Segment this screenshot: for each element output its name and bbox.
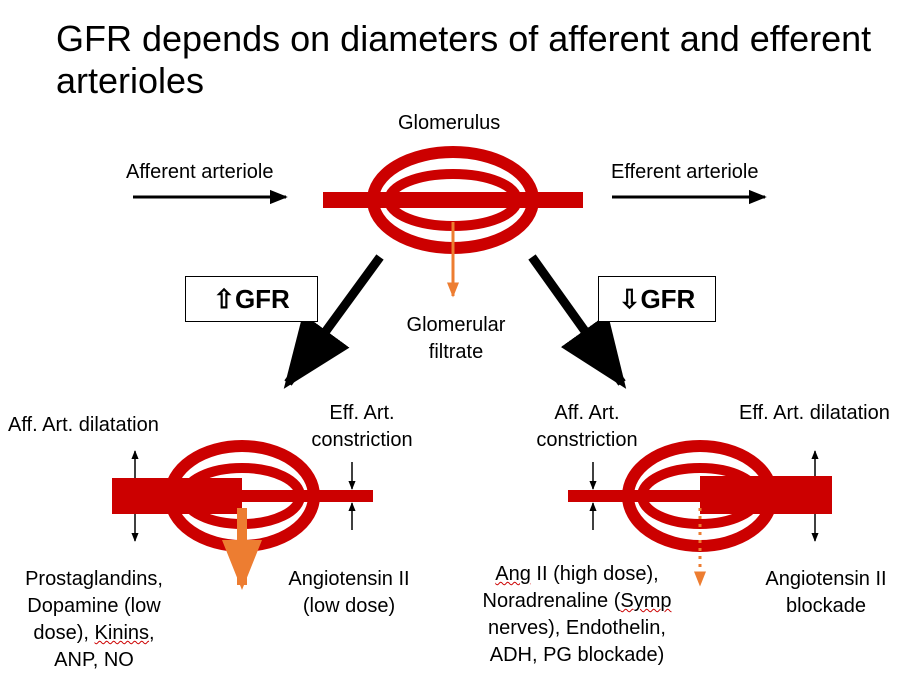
right-eff-causes-line-1: Angiotensin II (765, 568, 887, 590)
filtrate-line-1: Glomerular (406, 314, 506, 336)
left-eff-causes: Angiotensin II (low dose) (270, 566, 428, 620)
left-aff-dilatation-label: Aff. Art. dilatation (8, 414, 159, 436)
left-eff-line-1: Eff. Art. (329, 402, 395, 424)
right-eff-causes-line-2: blockade (785, 595, 867, 617)
left-causes-line-4: ANP, NO (54, 649, 134, 671)
left-aff-causes: Prostaglandins, Dopamine (low dose), Kin… (4, 566, 184, 674)
top-vessel (323, 192, 583, 208)
left-eff-constriction-label: Eff. Art. constriction (300, 400, 424, 454)
left-causes-comma: , (149, 622, 155, 644)
left-causes-dose: dose), (33, 622, 95, 644)
glomerulus-label: Glomerulus (398, 112, 501, 134)
left-causes-line-3: dose), Kinins, (4, 620, 184, 647)
efferent-arteriole-label: Efferent arteriole (611, 161, 759, 183)
right-causes-line-1: Ang II (high dose), (460, 561, 694, 588)
decrease-gfr-arrow (528, 254, 627, 389)
right-eff-dilatation-label: Eff. Art. dilatation (739, 402, 890, 424)
right-causes-line-3: nerves), Endothelin, (488, 617, 666, 639)
left-eff-causes-line-1: Angiotensin II (288, 568, 410, 590)
decrease-gfr-box: ⇩GFR (598, 276, 716, 322)
filtrate-line-2: filtrate (428, 341, 484, 363)
right-glomerulus (568, 440, 832, 552)
left-eff-line-2: constriction (311, 429, 413, 451)
right-aff-constriction-label: Aff. Art. constriction (523, 400, 651, 454)
right-aff-line-2: constriction (536, 429, 638, 451)
glomerular-filtrate-label: Glomerular filtrate (385, 312, 527, 366)
right-aff-vessel (568, 490, 702, 502)
right-aff-causes: Ang II (high dose), Noradrenaline (Symp … (460, 561, 694, 669)
left-causes-kinins: Kinins (94, 622, 150, 644)
right-causes-line-2: Noradrenaline (Symp (460, 588, 694, 615)
right-causes-symp: Symp (620, 590, 672, 612)
right-causes-line-4: ADH, PG blockade) (489, 644, 665, 666)
right-causes-noradrenaline: Noradrenaline ( (482, 590, 621, 612)
slide-title: GFR depends on diameters of afferent and… (56, 18, 872, 101)
right-eff-causes: Angiotensin II blockade (750, 566, 902, 620)
afferent-arteriole-label: Afferent arteriole (126, 161, 274, 183)
right-causes-ang: Ang (495, 563, 531, 585)
right-causes-highdose: II (high dose), (530, 563, 659, 585)
right-aff-line-1: Aff. Art. (554, 402, 620, 424)
increase-gfr-box: ⇧GFR (185, 276, 318, 322)
left-causes-line-2: Dopamine (low (27, 595, 161, 617)
left-eff-causes-line-2: (low dose) (302, 595, 396, 617)
increase-gfr-arrow (283, 254, 384, 389)
left-eff-vessel (240, 490, 373, 502)
left-causes-line-1: Prostaglandins, (25, 568, 163, 590)
